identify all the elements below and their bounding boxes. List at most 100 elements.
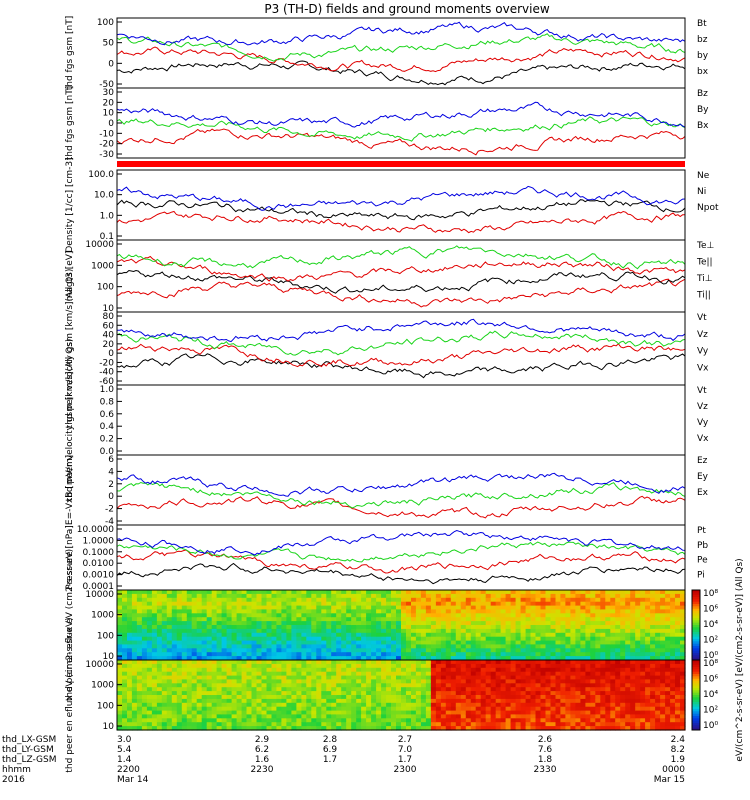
spec-cell: [525, 687, 532, 692]
legend-peer-velocity-0: Vt: [697, 386, 707, 396]
spec-cell: [246, 698, 253, 704]
spec-cell: [186, 667, 193, 673]
spec-cell: [415, 625, 422, 630]
spec-cell: [660, 652, 666, 657]
spec-cell: [475, 617, 482, 622]
spec-cell: [415, 698, 422, 704]
spec-cell: [122, 660, 128, 665]
spec-cell: [530, 679, 537, 684]
spec-cell: [660, 722, 666, 727]
spec-cell: [201, 660, 208, 665]
spec-cell: [226, 652, 233, 657]
spec-cell: [291, 695, 297, 700]
spec-cell: [256, 663, 263, 669]
spec-cell: [460, 648, 467, 653]
spec-cell: [605, 706, 611, 712]
spec-cell: [655, 706, 661, 712]
spec-cell: [176, 671, 183, 677]
spec-cell: [356, 644, 362, 649]
spec-cell: [510, 675, 517, 681]
spec-cell: [246, 628, 253, 634]
spec-cell: [490, 667, 497, 673]
spec-cell: [645, 601, 651, 607]
spec-cell: [201, 679, 208, 684]
spec-cell: [361, 718, 367, 723]
spec-cell: [505, 691, 512, 696]
spec-cell: [450, 656, 457, 661]
spec-cell: [331, 590, 337, 595]
spec-cell: [221, 617, 228, 622]
spec-cell: [151, 683, 158, 688]
spec-cell: [331, 695, 337, 700]
spec-cell: [326, 609, 332, 614]
spec-cell: [620, 652, 626, 657]
spec-cell: [480, 601, 487, 607]
y-tick-label: 0.6: [100, 410, 115, 420]
spec-cell: [371, 628, 377, 634]
spec-cell: [141, 632, 148, 638]
spec-cell: [570, 722, 576, 727]
spec-cell: [620, 706, 626, 712]
spec-cell: [500, 667, 507, 673]
spec-cell: [211, 617, 218, 622]
spec-cell: [450, 671, 457, 677]
spec-cell: [156, 617, 163, 622]
spec-cell: [545, 644, 552, 649]
spec-cell: [670, 660, 676, 665]
spec-cell: [311, 698, 317, 704]
spec-cell: [336, 706, 342, 712]
spec-cell: [665, 687, 671, 692]
spec-cell: [411, 710, 417, 716]
spec-cell: [301, 656, 307, 661]
spec-cell: [535, 663, 542, 669]
spec-cell: [640, 613, 646, 618]
spec-cell: [351, 590, 357, 595]
spec-cell: [236, 617, 243, 622]
spec-cell: [301, 636, 307, 642]
spec-cell: [321, 687, 327, 692]
spec-cell: [266, 683, 273, 688]
spec-cell: [670, 683, 676, 688]
spec-cell: [510, 698, 517, 704]
spec-cell: [605, 671, 611, 677]
spec-cell: [321, 683, 327, 688]
spec-cell: [535, 625, 542, 630]
spec-cell: [475, 706, 482, 712]
spec-cell: [356, 679, 362, 684]
spec-cell: [206, 621, 213, 626]
spec-cell: [455, 718, 462, 723]
spec-cell: [306, 706, 312, 712]
spec-cell: [381, 644, 387, 649]
spec-cell: [136, 671, 143, 677]
spec-cell: [475, 679, 482, 684]
spec-cell: [625, 726, 631, 731]
xaxis-value: 7.6: [538, 745, 553, 755]
spec-cell: [600, 710, 606, 716]
spec-cell: [151, 601, 158, 607]
spec-cell: [535, 698, 542, 704]
spec-cell: [166, 660, 173, 665]
spec-cell: [450, 687, 457, 692]
spec-cell: [510, 706, 517, 712]
spec-cell: [565, 722, 571, 727]
spec-cell: [191, 636, 198, 642]
spec-cell: [510, 590, 517, 595]
spec-cell: [226, 698, 233, 704]
spec-cell: [650, 671, 656, 677]
colorbar-cell: [692, 674, 700, 677]
spec-cell: [411, 640, 417, 646]
spec-cell: [615, 691, 621, 696]
spec-cell: [391, 660, 397, 665]
spec-cell: [161, 609, 168, 614]
spec-cell: [296, 613, 302, 618]
spec-cell: [610, 722, 616, 727]
spec-cell: [665, 628, 671, 634]
spec-cell: [595, 695, 601, 700]
spec-cell: [186, 679, 193, 684]
spec-cell: [286, 683, 292, 688]
spec-cell: [640, 621, 646, 626]
spec-cell: [206, 698, 213, 704]
figure-title: P3 (TH-D) fields and ground moments over…: [264, 2, 549, 16]
spec-cell: [585, 613, 591, 618]
spec-cell: [117, 656, 123, 661]
